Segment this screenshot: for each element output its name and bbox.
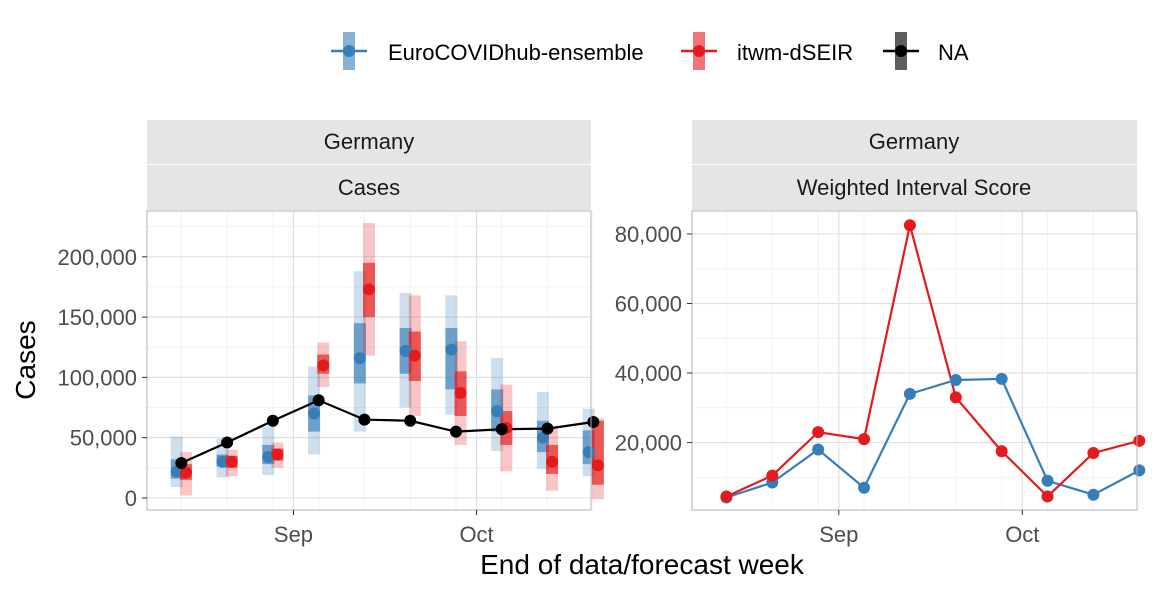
x-axis-ticks: Sep Oct — [819, 510, 1039, 547]
forecast-median-point — [363, 283, 375, 296]
forecast-median-point — [399, 344, 412, 357]
observed-point — [358, 413, 371, 426]
panel-cases-strips: Germany Cases — [147, 120, 591, 210]
observed-point — [266, 414, 279, 427]
observed-line — [180, 399, 594, 464]
observed-point — [587, 415, 600, 428]
observed-point — [404, 414, 417, 427]
legend-item-ensemble: EuroCOVIDhub-ensemble — [331, 32, 644, 70]
forecast-median-point — [271, 448, 284, 461]
observed-point — [221, 436, 234, 449]
x-tick-label: Sep — [274, 522, 313, 547]
forecast-median-point — [408, 349, 421, 362]
y-tick-label: 200,000 — [57, 245, 137, 270]
forecast-median-point — [262, 450, 275, 463]
series-point — [1087, 488, 1100, 501]
series-point — [720, 490, 733, 503]
forecast-median-point — [454, 387, 467, 400]
series-point — [995, 445, 1008, 458]
forecast-median-point — [591, 459, 604, 472]
strip-region-bg — [147, 120, 591, 164]
strip-region-bg — [692, 120, 1137, 164]
series-point — [1087, 446, 1100, 459]
forecast-median-point — [353, 352, 366, 365]
series-lines — [725, 224, 1140, 499]
y-axis-ticks: 20,000 40,000 60,000 80,000 — [615, 222, 692, 456]
series-point — [1133, 464, 1146, 477]
forecast-median-point — [216, 455, 229, 468]
series-line — [725, 224, 1140, 498]
panel-wis: 20,000 40,000 60,000 80,000 Sep Oct — [615, 210, 1146, 547]
series-point — [1041, 474, 1054, 487]
series-point — [766, 469, 779, 482]
observed-point — [175, 456, 188, 469]
x-axis-ticks: Sep Oct — [274, 510, 494, 547]
series-point — [812, 443, 825, 456]
legend: EuroCOVIDhub-ensemble itwm-dSEIR NA — [331, 32, 969, 70]
series-point — [903, 387, 916, 400]
panel-wis-strips: Germany Weighted Interval Score — [692, 120, 1137, 210]
x-tick-label: Oct — [1005, 522, 1039, 547]
y-tick-label: 100,000 — [57, 365, 137, 390]
legend-key-point — [693, 45, 705, 57]
legend-item-itwm: itwm-dSEIR — [681, 32, 853, 70]
y-tick-label: 40,000 — [615, 361, 682, 386]
series-point — [903, 219, 916, 232]
strip-region-label: Germany — [869, 129, 959, 154]
legend-key-point — [895, 45, 907, 57]
observed-point — [312, 394, 325, 407]
series-point — [812, 426, 825, 439]
observed-point — [449, 425, 462, 438]
forecast-median-point — [536, 431, 549, 444]
y-tick-label: 20,000 — [615, 431, 682, 456]
series-points — [720, 219, 1146, 504]
legend-item-na: NA — [883, 32, 969, 70]
x-axis-title: End of data/forecast week — [480, 549, 805, 580]
interval-inner — [445, 327, 458, 390]
observed-point — [541, 422, 554, 435]
series-line — [726, 377, 1140, 499]
y-axis-title: Cases — [10, 320, 41, 399]
series-point — [995, 372, 1008, 385]
forecast-median-point — [582, 446, 595, 459]
series-lines — [180, 399, 594, 464]
forecast-median-point — [179, 466, 192, 479]
strip-metric-label: Weighted Interval Score — [797, 175, 1031, 200]
strip-metric-bg — [147, 165, 591, 210]
forecast-median-point — [546, 455, 559, 468]
x-tick-label: Oct — [459, 522, 493, 547]
strip-region-label: Germany — [324, 129, 414, 154]
observed-point — [495, 423, 508, 436]
legend-label: EuroCOVIDhub-ensemble — [388, 40, 644, 65]
panel-border — [691, 210, 1138, 511]
series-point — [1041, 490, 1054, 503]
y-tick-label: 60,000 — [615, 291, 682, 316]
strip-metric-label: Cases — [338, 175, 400, 200]
panel-cases: 0 50,000 100,000 150,000 200,000 Sep Oct — [57, 210, 604, 547]
y-axis-ticks: 0 50,000 100,000 150,000 200,000 — [57, 245, 147, 511]
strip-metric-bg — [692, 165, 1137, 210]
forecast-median-point — [491, 405, 504, 418]
series-points — [170, 283, 604, 479]
series-point — [858, 481, 871, 494]
series-point — [858, 433, 871, 446]
forecast-median-point — [317, 359, 330, 372]
legend-key-point — [343, 45, 355, 57]
forecast-median-point — [225, 455, 238, 468]
y-tick-label: 50,000 — [70, 426, 137, 451]
series-point — [949, 373, 962, 386]
forecast-median-point — [308, 407, 321, 420]
y-tick-label: 0 — [125, 486, 137, 511]
y-tick-label: 80,000 — [615, 222, 682, 247]
legend-label: itwm-dSEIR — [737, 40, 853, 65]
forecast-median-point — [445, 343, 458, 356]
gridlines — [692, 211, 1140, 510]
panel-border — [146, 210, 592, 511]
series-point — [1133, 434, 1146, 447]
x-tick-label: Sep — [819, 522, 858, 547]
series-point — [949, 391, 962, 404]
y-tick-label: 150,000 — [57, 305, 137, 330]
legend-label: NA — [938, 40, 969, 65]
